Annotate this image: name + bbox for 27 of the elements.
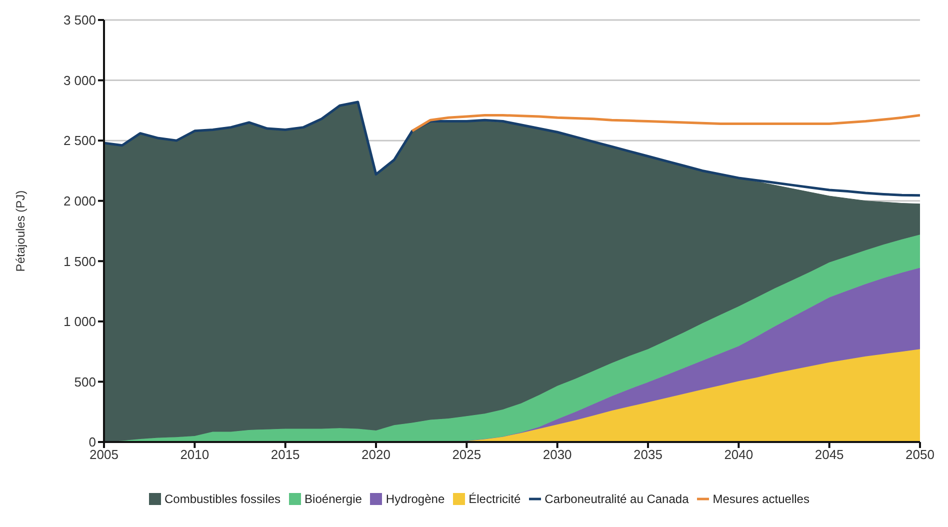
x-tick-label: 2030 xyxy=(542,447,572,462)
line-series xyxy=(411,114,920,132)
legend-label: Hydrogène xyxy=(386,492,445,506)
legend-label: Mesures actuelles xyxy=(712,492,810,506)
y-tick-label: 3 000 xyxy=(63,72,96,88)
x-tick-label: 2005 xyxy=(90,447,118,462)
x-tick-label: 2010 xyxy=(180,447,210,462)
y-axis-title: Pétajoules (PJ) xyxy=(13,190,28,272)
line-series xyxy=(104,100,920,197)
y-tick-label: 1 500 xyxy=(63,254,96,269)
y-tick-label: 500 xyxy=(74,374,96,390)
y-tick-label: 1 000 xyxy=(63,314,96,330)
x-tick-label: 2020 xyxy=(362,447,390,462)
y-tick-label: 2 000 xyxy=(63,193,96,208)
y-tick-label: 0 xyxy=(88,434,96,450)
x-tick-label: 2045 xyxy=(814,447,844,462)
x-tick-label: 2040 xyxy=(724,447,754,462)
y-tick-label: 2 500 xyxy=(63,133,96,148)
x-tick-label: 2035 xyxy=(634,447,662,462)
y-tick-label: 3 500 xyxy=(63,12,96,28)
legend-label: Électricité xyxy=(468,492,521,506)
legend-label: Carboneutralité au Canada xyxy=(544,492,689,506)
legend-label: Combustibles fossiles xyxy=(164,492,281,506)
legend-label: Bioénergie xyxy=(304,492,362,506)
x-tick-label: 2050 xyxy=(906,447,934,462)
x-tick-label: 2025 xyxy=(452,447,482,462)
x-tick-label: 2015 xyxy=(270,447,300,462)
